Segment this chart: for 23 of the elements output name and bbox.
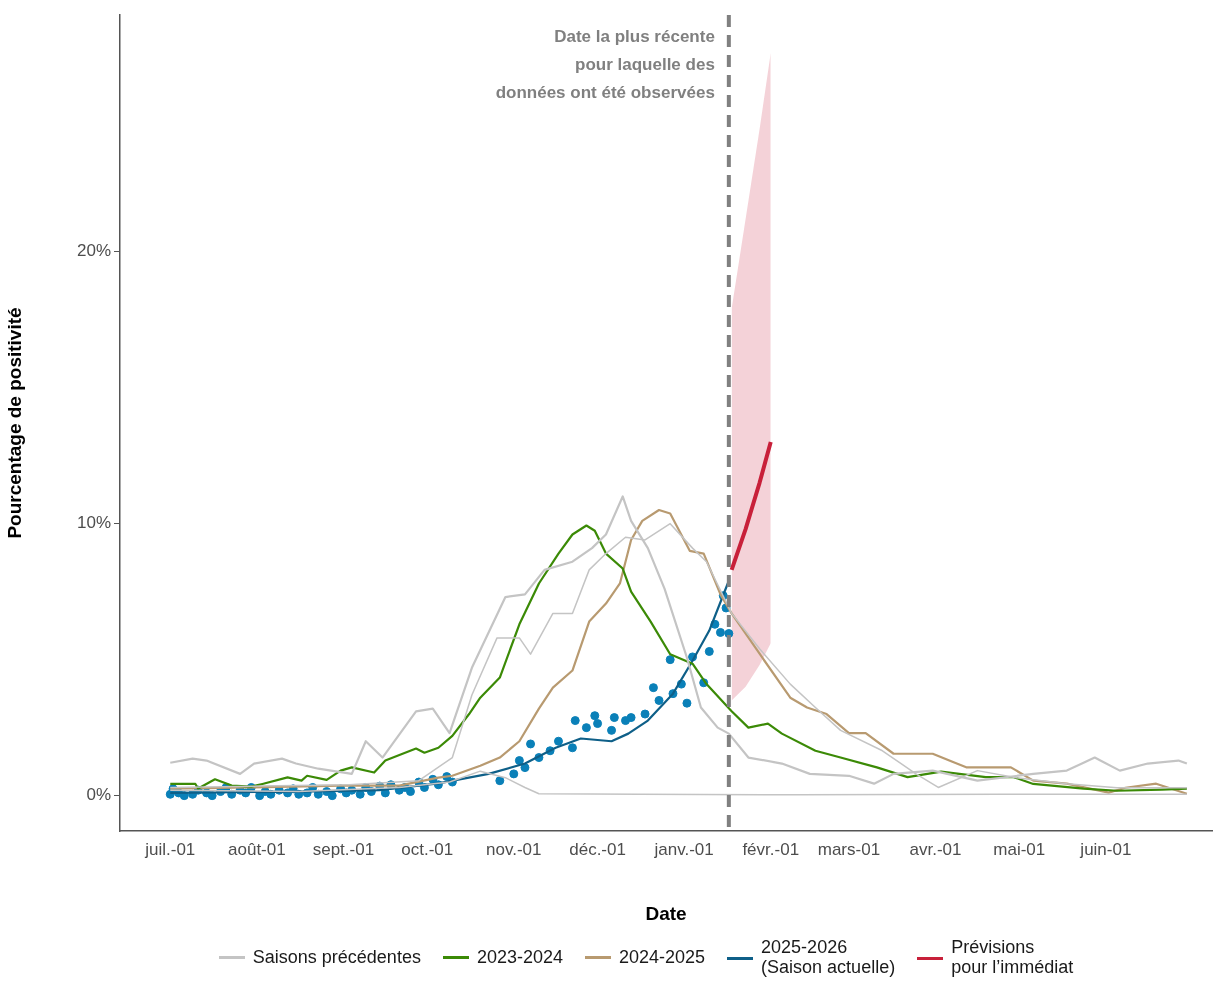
y-tick-label: 0% [86,785,111,805]
legend-label: 2023-2024 [476,947,563,968]
x-axis-title: Date [645,902,687,924]
x-tick-label: juil.-01 [144,839,196,859]
x-tick-label: juin-01 [1079,839,1132,859]
legend-label: 2025-2026 (Saison actuelle) [761,937,896,978]
x-tick-label: févr.-01 [742,839,800,859]
x-tick-label: avr.-01 [909,839,962,859]
x-tick-label: nov.-01 [486,839,542,859]
legend-label: Prévisions pour l’immédiat [951,937,1074,978]
x-tick-label: déc.-01 [569,839,626,859]
x-tick-label: janv.-01 [653,839,714,859]
ref-line-label: Date la plus récente pour laquelle des données ont été observées [495,26,715,102]
legend-label: 2024-2025 [618,947,706,968]
x-tick-label: oct.-01 [401,839,454,859]
y-tick-label: 10% [76,513,111,533]
y-axis-title: Pourcentage de positivité [3,307,25,539]
x-tick-label: août-01 [228,839,286,859]
y-tick-label: 20% [76,241,111,261]
x-tick-label: sept.-01 [312,839,375,859]
x-tick-label: mars-01 [817,839,881,859]
x-tick-label: mai-01 [993,839,1046,859]
legend-label: Saisons précédentes [252,947,421,968]
